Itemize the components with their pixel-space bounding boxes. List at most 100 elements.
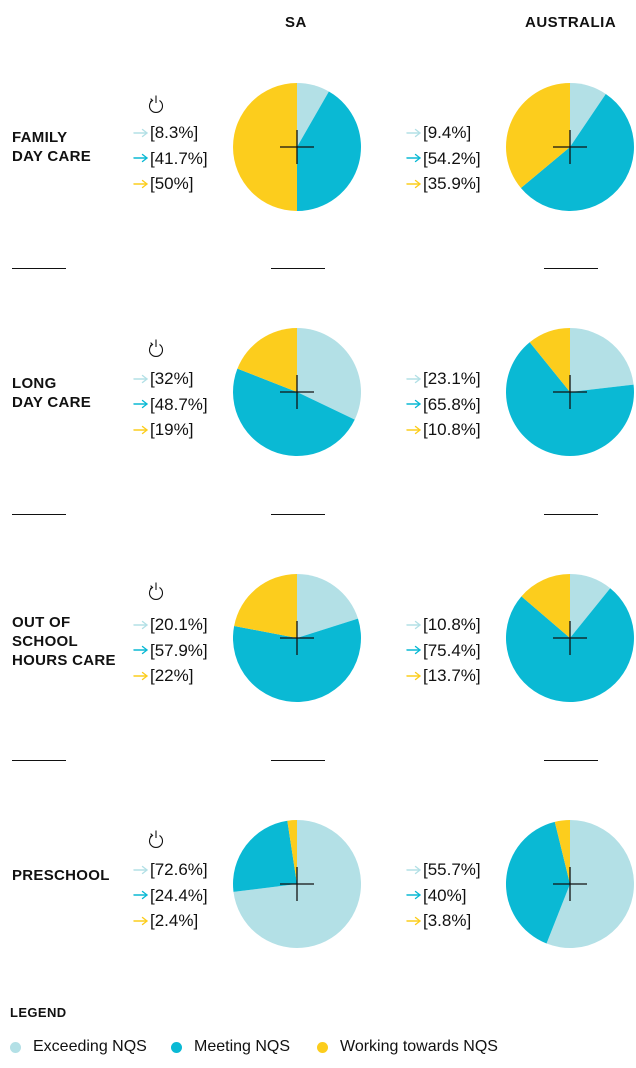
arrow-right-icon (406, 865, 421, 874)
pie-slice-meeting (297, 91, 361, 211)
pie-slice-exceeding (570, 83, 606, 147)
pie-slice-exceeding (297, 574, 358, 638)
value-list-australia: [10.8%] [75.4%] [13.7%] (406, 612, 481, 689)
value-line-working: [13.7%] (406, 663, 481, 689)
value-label-exceeding: [32%] (150, 369, 194, 388)
column-header-australia: AUSTRALIA (525, 14, 617, 31)
value-line-working: [10.8%] (406, 417, 481, 443)
refresh-icon[interactable] (147, 829, 165, 849)
pie-slice-exceeding (570, 574, 611, 638)
value-label-meeting: [40%] (423, 885, 467, 905)
legend-title: LEGEND (10, 1005, 67, 1020)
arrow-right-icon (133, 154, 148, 163)
crosshair-icon (280, 621, 314, 655)
pie-australia-row-2 (505, 574, 634, 702)
pie-slice-meeting (505, 821, 570, 944)
divider (271, 268, 325, 269)
pie-slice-meeting (232, 618, 361, 702)
arrow-right-icon (406, 400, 421, 409)
pie-australia-row-1 (506, 328, 635, 457)
refresh-icon[interactable] (147, 94, 165, 114)
crosshair-icon (553, 621, 587, 655)
legend-label-exceeding: Exceeding NQS (33, 1038, 147, 1055)
arrow-right-icon (133, 865, 148, 874)
pie-slice-meeting (233, 368, 355, 456)
crosshair-icon (280, 867, 314, 901)
value-line-exceeding: [23.1%] (406, 366, 481, 392)
arrow-right-icon (406, 128, 421, 137)
arrow-right-icon (406, 671, 421, 680)
arrow-right-icon (406, 179, 421, 188)
pie-slice-working (521, 574, 570, 638)
value-label-exceeding: [23.1%] (423, 369, 481, 388)
value-label-working: [2.4%] (150, 911, 199, 930)
legend-dot-meeting (171, 1041, 182, 1053)
pie-slice-meeting (233, 820, 297, 892)
value-label-exceeding: [10.8%] (423, 615, 481, 634)
value-line-meeting: [41.7%] (133, 146, 208, 172)
value-line-working: [50%] (133, 171, 208, 197)
value-list-australia: [9.4%] [54.2%] [35.9%] (406, 120, 481, 197)
row-label-3: PRESCHOOL (12, 867, 110, 884)
value-label-meeting: [41.7%] (150, 148, 208, 168)
value-line-exceeding: [55.7%] (406, 857, 481, 883)
arrow-right-icon (133, 916, 148, 925)
column-header-sa: SA (285, 14, 307, 31)
value-line-exceeding: [10.8%] (406, 612, 481, 638)
refresh-icon[interactable] (147, 581, 165, 601)
value-line-working: [3.8%] (406, 908, 481, 934)
pie-slice-exceeding (570, 328, 634, 392)
value-label-meeting: [75.4%] (423, 640, 481, 660)
value-label-exceeding: [72.6%] (150, 860, 208, 879)
value-list-sa: [72.6%] [24.4%] [2.4%] (133, 857, 208, 934)
arrow-right-icon (406, 891, 421, 900)
value-label-exceeding: [20.1%] (150, 615, 208, 634)
value-label-meeting: [24.4%] (150, 885, 208, 905)
value-label-meeting: [54.2%] (423, 148, 481, 168)
crosshair-icon (553, 867, 587, 901)
value-list-australia: [55.7%] [40%] [3.8%] (406, 857, 481, 934)
value-label-working: [22%] (150, 666, 194, 685)
row-label-0: FAMILY DAY CARE (12, 129, 92, 165)
arrow-right-icon (133, 620, 148, 629)
pie-slice-exceeding (546, 820, 634, 948)
arrow-right-icon (133, 400, 148, 409)
arrow-right-icon (406, 620, 421, 629)
legend-label-working: Working towards NQS (340, 1038, 498, 1055)
crosshair-icon (280, 130, 314, 164)
value-line-meeting: [54.2%] (406, 146, 481, 172)
row-label-2: OUT OF SCHOOL HOURS CARE (12, 614, 116, 669)
value-label-meeting: [48.7%] (150, 394, 208, 414)
pie-slice-working (554, 820, 570, 884)
value-label-meeting: [57.9%] (150, 640, 208, 660)
value-label-meeting: [65.8%] (423, 394, 481, 414)
pie-sa-row-2 (232, 574, 361, 702)
pie-slice-working (233, 83, 297, 211)
divider (12, 514, 66, 515)
arrow-right-icon (133, 425, 148, 434)
legend-item-meeting: Meeting NQS (171, 1038, 290, 1056)
crosshair-icon (553, 130, 587, 164)
legend-label-meeting: Meeting NQS (194, 1038, 291, 1055)
pie-sa-row-1 (233, 328, 361, 456)
pie-slice-working (237, 328, 297, 392)
value-label-working: [3.8%] (423, 911, 472, 930)
pie-sa-row-3 (233, 820, 362, 948)
pie-slice-working (234, 574, 297, 638)
arrow-right-icon (133, 646, 148, 655)
value-label-exceeding: [9.4%] (423, 123, 472, 142)
value-line-working: [35.9%] (406, 171, 481, 197)
row-label-1: LONG DAY CARE (12, 375, 92, 411)
arrow-right-icon (133, 891, 148, 900)
value-label-exceeding: [8.3%] (150, 123, 199, 142)
pie-slice-meeting (520, 93, 634, 212)
divider (271, 514, 325, 515)
value-list-sa: [20.1%] [57.9%] [22%] (133, 612, 208, 689)
arrow-right-icon (406, 425, 421, 434)
crosshair-icon (280, 375, 314, 409)
value-label-working: [19%] (150, 420, 194, 439)
value-label-working: [50%] (150, 174, 194, 193)
arrow-right-icon (133, 128, 148, 137)
refresh-icon[interactable] (147, 338, 165, 358)
value-line-working: [22%] (133, 663, 208, 689)
